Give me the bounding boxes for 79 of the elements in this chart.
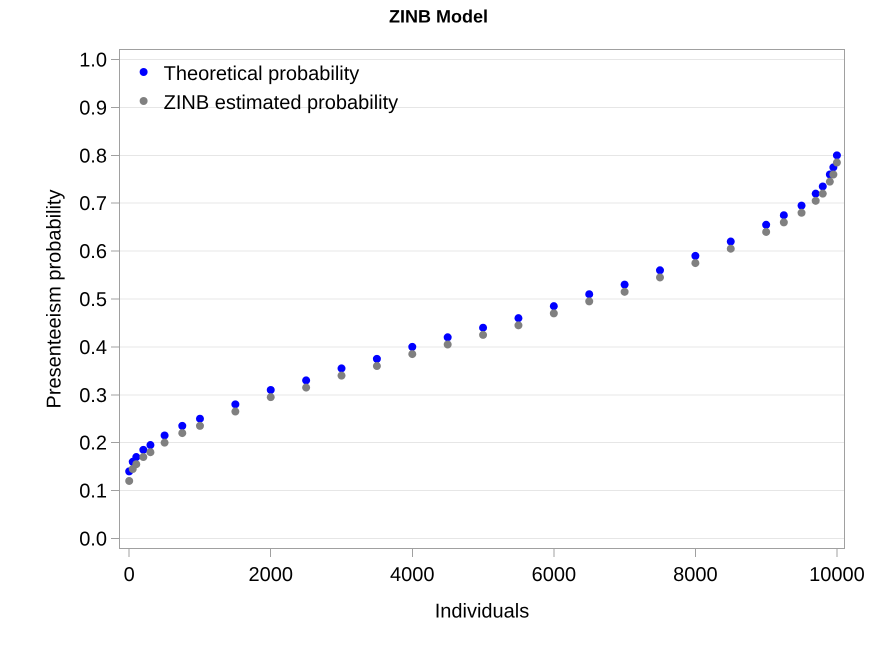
- point: [196, 414, 204, 423]
- y-tick-label: 0.5: [79, 289, 107, 311]
- legend-label: Theoretical probability: [164, 62, 360, 85]
- x-tick-label: 8000: [673, 564, 718, 586]
- y-tick-label: 0.9: [79, 97, 107, 120]
- point: [514, 314, 522, 322]
- point: [550, 302, 558, 310]
- point: [832, 158, 841, 167]
- point: [780, 218, 788, 226]
- point: [266, 393, 275, 402]
- point: [302, 384, 310, 392]
- point: [125, 476, 134, 485]
- point: [196, 422, 204, 430]
- point: [620, 288, 629, 296]
- x-axis-title: Individuals: [434, 600, 530, 622]
- x-tick-label: 4000: [390, 564, 435, 586]
- point: [302, 376, 310, 384]
- point: [812, 190, 820, 198]
- point: [826, 178, 834, 186]
- point: [338, 364, 346, 372]
- x-tick-label: 10000: [809, 564, 865, 586]
- point: [139, 453, 148, 462]
- point: [372, 354, 381, 363]
- point: [726, 244, 735, 253]
- point: [178, 422, 186, 430]
- point: [812, 196, 820, 205]
- point: [479, 324, 488, 332]
- point: [372, 362, 381, 370]
- x-tick-label: 6000: [532, 564, 576, 586]
- point: [160, 438, 169, 447]
- point: [726, 238, 735, 246]
- y-axis-title: Presenteeism probability: [44, 190, 66, 408]
- y-tick-label: 0.7: [79, 193, 107, 216]
- point: [444, 333, 452, 342]
- y-tick-label: 0.1: [79, 480, 107, 503]
- point: [691, 259, 700, 268]
- point: [550, 309, 558, 318]
- point: [408, 350, 416, 358]
- point: [832, 151, 841, 160]
- point: [132, 460, 140, 468]
- point: [585, 297, 594, 306]
- point: [762, 228, 770, 236]
- point: [338, 372, 346, 380]
- point: [444, 340, 452, 348]
- point: [514, 321, 522, 330]
- point: [479, 330, 488, 339]
- y-tick-label: 0.4: [79, 336, 107, 359]
- point: [585, 290, 594, 298]
- x-tick-label: 0: [124, 564, 135, 586]
- y-tick-label: 0.0: [79, 528, 107, 550]
- point: [178, 429, 186, 438]
- point: [139, 446, 148, 454]
- point: [829, 170, 838, 178]
- point: [691, 252, 700, 260]
- point: [798, 208, 806, 217]
- point: [762, 220, 770, 229]
- point: [408, 342, 416, 351]
- point: [620, 280, 629, 289]
- point: [818, 182, 827, 190]
- point: [132, 453, 140, 462]
- y-tick-label: 0.2: [79, 432, 107, 455]
- point: [146, 448, 154, 456]
- point: [266, 386, 275, 394]
- point: [818, 190, 827, 198]
- x-tick-label: 2000: [248, 564, 293, 586]
- point: [146, 441, 154, 450]
- y-tick-label: 0.8: [79, 145, 107, 168]
- legend-label: ZINB estimated probability: [164, 92, 398, 114]
- y-tick-label: 1.0: [79, 50, 107, 72]
- y-tick-label: 0.6: [79, 241, 107, 264]
- point: [231, 408, 240, 416]
- point: [656, 273, 664, 282]
- point: [656, 266, 664, 274]
- chart-title: ZINB Model: [389, 6, 488, 26]
- point: [160, 431, 169, 440]
- point: [231, 400, 240, 408]
- point: [798, 202, 806, 210]
- point: [780, 211, 788, 220]
- y-tick-label: 0.3: [79, 384, 107, 407]
